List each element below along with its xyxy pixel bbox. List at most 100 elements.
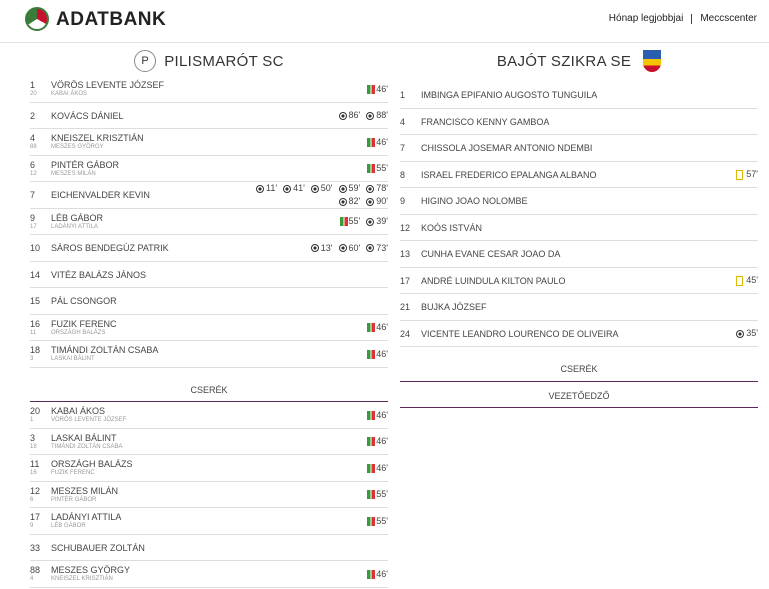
shirt-number: 16 [30, 318, 41, 329]
shirt-number: 2 [30, 110, 36, 121]
shirt-number: 10 [30, 243, 41, 253]
player-name: CUNHA EVANE CESAR JOAO DA [421, 249, 561, 259]
swap-name: LASKAI BÁLINT [51, 356, 95, 362]
events: 86' 88' [238, 103, 388, 129]
shirt-number: 9 [400, 196, 406, 206]
event: 45' [736, 275, 758, 286]
swap-number: 16 [30, 470, 37, 476]
player-row: 4 KNEISZEL KRISZTIÁN 88 MESZES GYÖRGY 46' [30, 129, 388, 156]
player-row: 8 ISRAEL FREDERICO EPALANGA ALBANO 57' [400, 162, 758, 188]
player-name: EICHENVALDER KEVIN [51, 190, 150, 200]
player-row: 7 CHISSOLA JOSEMAR ANTONIO NDEMBI [400, 135, 758, 162]
event-minute: 46' [376, 568, 388, 579]
goal-icon [366, 217, 375, 226]
player-name: KNEISZEL KRISZTIÁN [51, 133, 144, 143]
sub-icon [367, 323, 376, 332]
goal-icon [366, 111, 375, 120]
home-team: P PILISMARÓT SC 1 VÖRÖS LEVENTE JÓZSEF 20 KA… [30, 46, 388, 588]
player-name: PINTÉR GÁBOR [51, 159, 120, 170]
player-row: 17 ANDRÉ LUINDULA KILTON PAULO 45' [400, 268, 758, 294]
event-minute: 46' [376, 322, 388, 332]
section-title: CSERÉK [30, 376, 388, 402]
event-minute: 46' [376, 462, 388, 473]
player-row: 11 ORSZÁGH BALÁZS 16 FUZIK FERENC 46' [30, 455, 388, 482]
event-minute: 55' [376, 489, 388, 499]
event-minute: 45' [746, 275, 758, 285]
swap-number: 6 [30, 496, 34, 503]
event: 73' [366, 243, 388, 254]
sub-icon [367, 410, 376, 420]
sub-icon [367, 84, 376, 94]
nav-link[interactable]: Hónap legjobbjai [608, 13, 684, 24]
event-minute: 73' [376, 242, 388, 253]
event: 60' [338, 242, 361, 254]
section-title: CSERÉK [400, 355, 758, 382]
event: 46' [367, 410, 388, 421]
swap-name: KABAI ÁKOS [51, 91, 88, 97]
logo: ADATBANK [56, 9, 167, 30]
shirt-number: 12 [400, 222, 411, 233]
header: ADATBANK Hónap legjobbjai Meccscenter [0, 0, 769, 43]
player-row: 7 EICHENVALDER KEVIN 11' 41' 50' 59' 78' 82' 90' [30, 182, 388, 209]
player-name: MESZES MILÁN [51, 485, 119, 496]
shirt-number: 4 [400, 116, 406, 127]
event-minute: 46' [376, 348, 388, 359]
player-name: LADÁNYI ATTILA [51, 512, 122, 522]
events: 57' [608, 162, 758, 188]
player-row: 13 CUNHA EVANE CESAR JOAO DA [400, 241, 758, 268]
player-name: TIMÁNDI ZOLTÁN CSABA [51, 345, 159, 355]
event-minute: 55' [376, 163, 388, 173]
shirt-number: 17 [30, 512, 41, 522]
player-name: SÁROS BENDEGÚZ PATRIK [51, 243, 169, 253]
events: 46' [238, 455, 388, 481]
nav-link[interactable]: Meccscenter [700, 13, 757, 24]
player-name: KOVÁCS DÁNIEL [51, 110, 124, 121]
event: 55' [367, 516, 388, 527]
event: 46' [367, 463, 388, 474]
player-row: 20 KABAI ÁKOS 1 VÖRÖS LEVENTE JÓZSEF 46' [30, 402, 388, 429]
event: 50' [310, 183, 333, 194]
shirt-number: 21 [400, 302, 411, 312]
sub-icon [367, 490, 376, 499]
player-row: 4 FRANCISCO KENNY GAMBOA [400, 109, 758, 135]
events [608, 188, 758, 214]
goal-icon [256, 184, 264, 193]
nav: Hónap legjobbjai Meccscenter [609, 13, 757, 24]
goal-icon [366, 244, 375, 252]
events [608, 135, 758, 161]
shirt-number: 4 [30, 133, 36, 143]
player-row: 21 BUJKA JÓZSEF [400, 294, 758, 321]
team-name: BAJÓT SZIKRA SE [496, 52, 632, 70]
events [608, 109, 758, 135]
swap-name: LADÁNYI ATTILA [51, 223, 98, 230]
player-name: KOÓS ISTVÁN [421, 222, 483, 233]
event: 90' [366, 196, 388, 207]
swap-name: KNEISZEL KRISZTIÁN [51, 576, 113, 582]
sub-icon [367, 463, 376, 473]
swap-name: MESZES GYÖRGY [51, 144, 104, 150]
events: 46' [238, 129, 388, 155]
player-row: 9 HIGINO JOAO NOLOMBE [400, 188, 758, 215]
swap-name: ORSZÁGH BALÁZS [51, 329, 106, 336]
shirt-number: 13 [400, 249, 411, 259]
player-list: 1 IMBINGA EPIFANIO AUGOSTO TUNGUILA 4 FRANC… [400, 82, 758, 347]
events [608, 241, 758, 267]
event: 35' [736, 328, 758, 339]
events: 46' [238, 341, 388, 367]
event: 82' [338, 196, 360, 207]
events [238, 262, 388, 288]
event-minute: 60' [348, 242, 361, 253]
goal-icon [310, 244, 319, 252]
sub-icon [367, 437, 376, 446]
player-name: FUZIK FERENC [51, 318, 117, 329]
event-minute: 39' [376, 216, 388, 226]
player-row: 88 MESZES GYÖRGY 4 KNEISZEL KRISZTIÁN 46' [30, 561, 388, 588]
shirt-number: 15 [30, 296, 41, 306]
shirt-number: 1 [30, 80, 36, 90]
player-row: 9 LÉB GÁBOR 17 LADÁNYI ATTILA 55' 39' [30, 209, 388, 235]
events [238, 288, 388, 314]
team-badge: P [134, 50, 157, 72]
events: 55' [238, 156, 388, 182]
team-crest [643, 50, 662, 72]
